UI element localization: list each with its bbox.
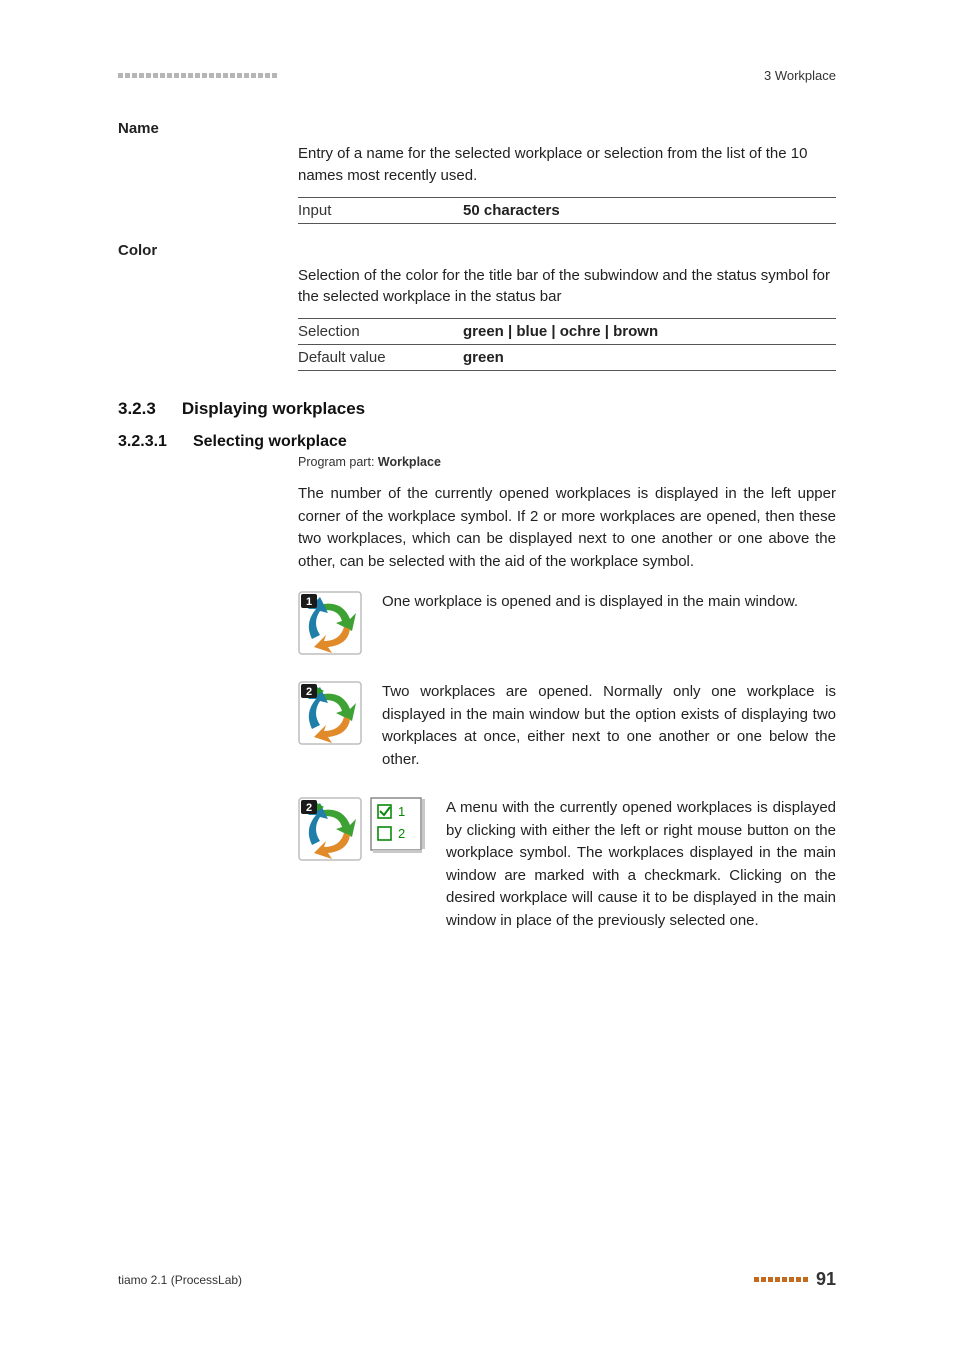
page-header: 3 Workplace xyxy=(118,68,836,83)
field-name-table: Input 50 characters xyxy=(298,197,836,224)
field-color-heading: Color xyxy=(118,242,836,259)
workplace-popup-menu[interactable]: 1 2 xyxy=(370,797,426,855)
footer-dots xyxy=(754,1277,808,1282)
section-title: Displaying workplaces xyxy=(182,399,365,419)
param-key: Input xyxy=(298,197,463,223)
badge-menu-text: 2 xyxy=(306,802,312,814)
intro-paragraph: The number of the currently opened workp… xyxy=(298,483,836,573)
page-number: 91 xyxy=(816,1269,836,1290)
table-row: Default value green xyxy=(298,345,836,371)
subsection-number: 3.2.3.1 xyxy=(118,433,167,451)
badge-1-text: 1 xyxy=(306,596,312,608)
param-val: green | blue | ochre | brown xyxy=(463,319,836,345)
badge-2-text: 2 xyxy=(306,686,312,698)
workplace-state-1: 1 One workplace is opened and is display… xyxy=(298,591,836,655)
param-val: 50 characters xyxy=(463,197,836,223)
param-key: Selection xyxy=(298,319,463,345)
section-number: 3.2.3 xyxy=(118,399,156,419)
program-part-value: Workplace xyxy=(378,455,441,469)
header-dots xyxy=(118,73,277,78)
subsection-title: Selecting workplace xyxy=(193,433,347,451)
workplace-state-2: 2 Two workplaces are opened. Normally on… xyxy=(298,681,836,771)
param-key: Default value xyxy=(298,345,463,371)
field-color: Color Selection of the color for the tit… xyxy=(118,242,836,372)
workplace-icon-1: 1 xyxy=(298,591,362,655)
workplace-state-menu-text: A menu with the currently opened workpla… xyxy=(446,797,836,932)
workplace-state-menu: 2 1 2 A menu with the cu xyxy=(298,797,836,932)
table-row: Selection green | blue | ochre | brown xyxy=(298,319,836,345)
footer-product: tiamo 2.1 (ProcessLab) xyxy=(118,1273,242,1287)
field-name-heading: Name xyxy=(118,120,836,137)
menu-item-1-label[interactable]: 1 xyxy=(398,804,405,819)
program-part: Program part: Workplace xyxy=(298,455,836,469)
field-color-desc: Selection of the color for the title bar… xyxy=(298,265,836,309)
table-row: Input 50 characters xyxy=(298,197,836,223)
workplace-state-2-text: Two workplaces are opened. Normally only… xyxy=(382,681,836,771)
page-footer: tiamo 2.1 (ProcessLab) 91 xyxy=(118,1269,836,1290)
workplace-icon-2: 2 xyxy=(298,681,362,745)
program-part-label: Program part: xyxy=(298,455,374,469)
workplace-state-1-text: One workplace is opened and is displayed… xyxy=(382,591,798,614)
menu-item-2-label[interactable]: 2 xyxy=(398,826,405,841)
workplace-icon-menu: 2 xyxy=(298,797,362,861)
field-color-table: Selection green | blue | ochre | brown D… xyxy=(298,318,836,371)
field-name-desc: Entry of a name for the selected workpla… xyxy=(298,143,836,187)
chapter-label: 3 Workplace xyxy=(764,68,836,83)
section-3-2-3: 3.2.3 Displaying workplaces xyxy=(118,399,836,419)
section-3-2-3-1: 3.2.3.1 Selecting workplace xyxy=(118,433,836,451)
param-val: green xyxy=(463,345,836,371)
field-name: Name Entry of a name for the selected wo… xyxy=(118,120,836,224)
